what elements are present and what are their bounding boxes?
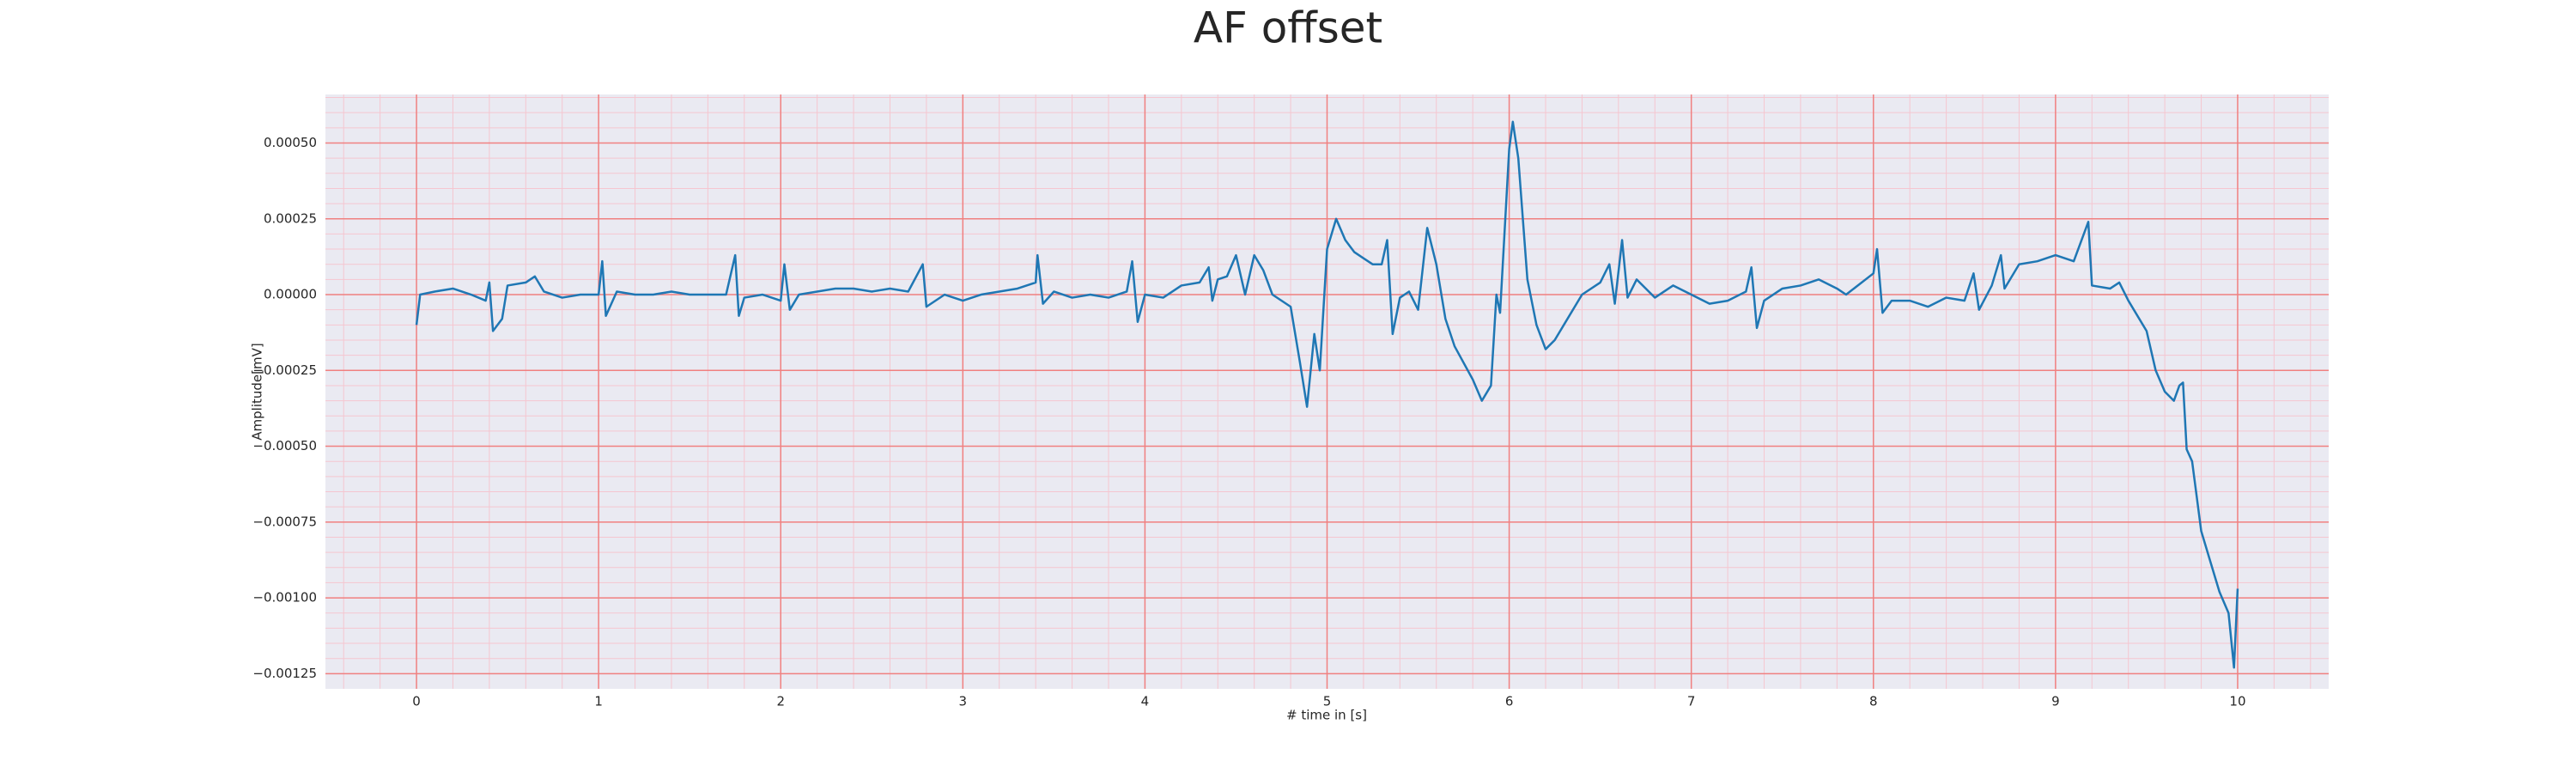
y-tick-label: 0.00050 <box>264 135 317 150</box>
x-tick-label: 3 <box>959 694 968 709</box>
x-tick-label: 4 <box>1141 694 1150 709</box>
x-axis-label: # time in [s] <box>1286 708 1367 723</box>
x-tick-label: 0 <box>412 694 421 709</box>
line-series <box>415 120 2239 669</box>
x-tick-label: 5 <box>1323 694 1332 709</box>
y-tick-label: −0.00025 <box>252 362 317 378</box>
y-tick-label: −0.00050 <box>252 438 317 453</box>
y-tick-label: −0.00075 <box>252 514 317 529</box>
y-tick-label: −0.00100 <box>252 590 317 606</box>
x-tick-label: 10 <box>2229 694 2245 709</box>
y-axis-label: Amplitude[mV] <box>250 343 265 440</box>
x-tick-label: 6 <box>1505 694 1514 709</box>
x-tick-label: 2 <box>776 694 785 709</box>
chart-title: AF offset <box>1194 3 1382 53</box>
y-tick-label: 0.00000 <box>264 287 317 302</box>
x-tick-label: 8 <box>1869 694 1878 709</box>
y-tick-label: 0.00025 <box>264 210 317 226</box>
x-tick-label: 1 <box>594 694 603 709</box>
x-tick-label: 9 <box>2051 694 2060 709</box>
y-tick-label: −0.00125 <box>252 666 317 681</box>
x-tick-label: 7 <box>1687 694 1696 709</box>
